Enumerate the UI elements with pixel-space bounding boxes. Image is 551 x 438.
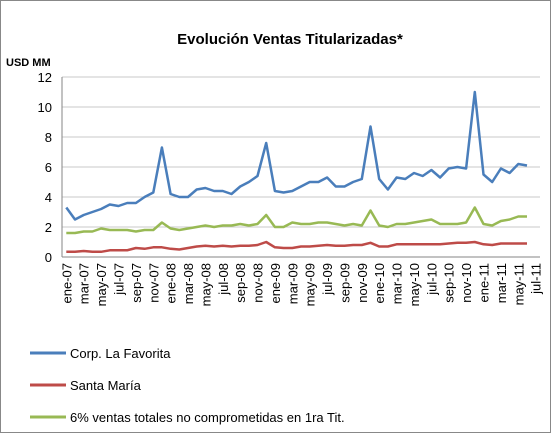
x-tick-label: may-11 — [511, 263, 526, 305]
x-tick-label: ene-08 — [164, 263, 179, 303]
y-tick-label: 4 — [45, 190, 52, 205]
y-tick-label: 10 — [38, 100, 52, 115]
x-tick-label: sep-07 — [129, 263, 144, 303]
x-tick-label: mar-11 — [494, 263, 509, 303]
x-tick-label: jul-07 — [111, 263, 126, 296]
x-tick-label: jul-08 — [216, 263, 231, 296]
y-tick-label: 6 — [45, 160, 52, 175]
x-tick-label: sep-08 — [233, 263, 248, 303]
series-line — [65, 90, 528, 221]
x-tick-label: ene-11 — [477, 263, 492, 303]
x-tick-label: may-10 — [407, 263, 422, 306]
series-line — [66, 240, 527, 254]
legend-label: Corp. La Favorita — [70, 346, 171, 361]
x-tick-label: nov-10 — [459, 263, 474, 303]
x-tick-label: nov-07 — [146, 263, 161, 303]
legend-label: Santa María — [70, 378, 142, 393]
legend-label: 6% ventas totales no comprometidas en 1r… — [70, 410, 345, 425]
x-tick-label: sep-10 — [442, 263, 457, 303]
chart-title: Evolución Ventas Titularizadas* — [177, 31, 403, 48]
x-tick-label: ene-07 — [59, 263, 74, 303]
y-axis-label: USD MM — [6, 57, 51, 69]
x-tick-label: may-07 — [94, 263, 109, 306]
y-tick-label: 2 — [45, 220, 52, 235]
x-tick-label: mar-10 — [390, 263, 405, 304]
series-line — [66, 206, 527, 235]
x-tick-label: nov-08 — [251, 263, 266, 303]
x-tick-label: sep-09 — [337, 263, 352, 303]
x-tick-label: ene-10 — [372, 263, 387, 303]
x-tick-label: mar-09 — [285, 263, 300, 304]
x-tick-label: mar-07 — [77, 263, 92, 304]
x-tick-label: may-09 — [303, 263, 318, 306]
y-tick-label: 8 — [45, 130, 52, 145]
x-tick-label: ene-09 — [268, 263, 283, 303]
x-tick-label: nov-09 — [355, 263, 370, 303]
x-tick-label: mar-08 — [181, 263, 196, 304]
x-tick-label: jul-09 — [320, 263, 335, 296]
x-tick-label: jul-11 — [529, 263, 544, 295]
y-tick-label: 0 — [45, 250, 52, 265]
y-tick-label: 12 — [38, 70, 52, 85]
x-tick-label: jul-10 — [424, 263, 439, 296]
x-tick-label: may-08 — [198, 263, 213, 306]
